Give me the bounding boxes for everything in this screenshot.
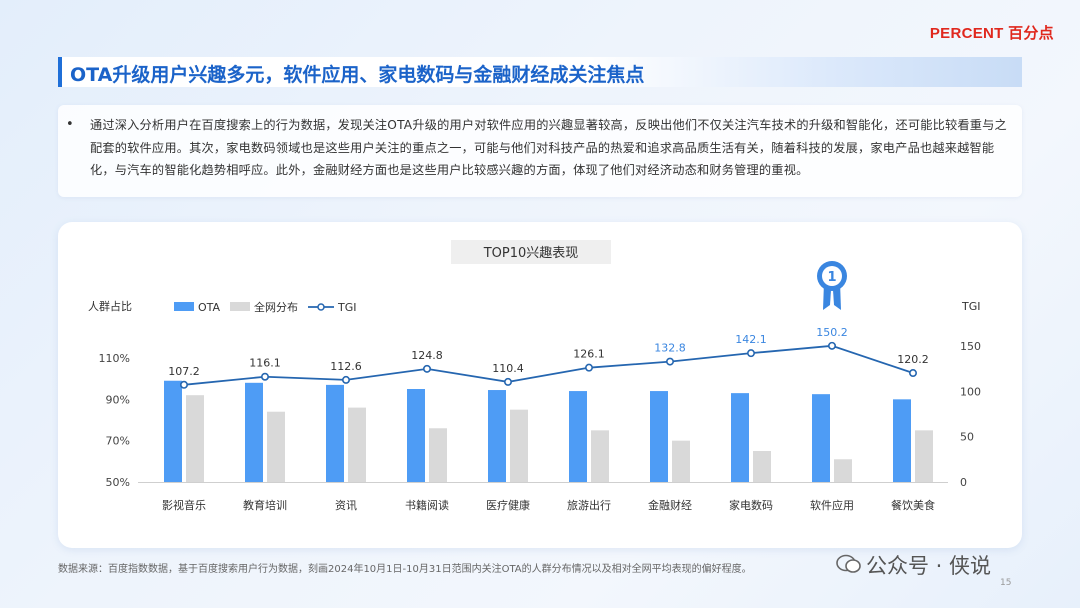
tgi-point — [422, 364, 431, 373]
watermark: 公众号 · 侠说 — [866, 554, 992, 578]
network-bar — [510, 409, 528, 482]
x-axis: 影视音乐 教育培训 资讯 书籍阅读 医疗健康 旅游出行 金融财经 家电数码 软件应用 餐饮美食 — [138, 482, 948, 512]
ota-bar — [731, 393, 749, 482]
tgi-value-label: 124.8 — [411, 349, 443, 362]
legend-tgi-marker — [317, 303, 325, 311]
tgi-value-label: 150.2 — [816, 326, 848, 339]
badge-medal-inner — [822, 266, 842, 286]
tgi-point — [827, 341, 836, 350]
network-bar — [672, 440, 690, 482]
network-bar — [753, 451, 771, 482]
ota-bar — [488, 390, 506, 482]
x-tick-label: 餐饮美食 — [891, 498, 935, 512]
y-left-tick-label: 50% — [106, 476, 130, 489]
network-bar — [591, 430, 609, 482]
x-tick-label: 软件应用 — [810, 498, 854, 512]
legend-ota-swatch — [174, 302, 194, 311]
y-left-tick-label: 110% — [99, 352, 130, 365]
ota-bar — [245, 382, 263, 482]
network-bar — [267, 411, 285, 482]
y-axis-left: 110% 90% 70% 50% — [99, 352, 130, 489]
tgi-line-path — [183, 344, 914, 386]
ota-bar — [893, 399, 911, 482]
x-tick-label: 影视音乐 — [162, 498, 206, 512]
tgi-point — [261, 372, 270, 381]
network-bar — [915, 430, 933, 482]
ota-bar — [407, 389, 425, 482]
x-tick-label: 家电数码 — [729, 498, 773, 512]
tgi-value-label: 112.6 — [330, 360, 362, 373]
y-right-tick-label: 150 — [960, 340, 981, 353]
tgi-point — [665, 357, 674, 366]
legend-tgi-label: TGI — [337, 301, 357, 314]
network-bar — [186, 395, 204, 482]
legend-ota-label: OTA — [198, 301, 221, 314]
ota-bar — [326, 384, 344, 482]
x-tick-label: 教育培训 — [243, 498, 287, 512]
bars — [164, 380, 933, 482]
x-tick-label: 旅游出行 — [567, 498, 611, 512]
bullet-marker: • — [66, 117, 74, 132]
x-tick-label: 书籍阅读 — [405, 498, 449, 512]
tgi-line: 107.2 116.1 112.6 124.8 110.4 126.1 132.8 142.1… — [168, 326, 929, 389]
y-axis-right: 150 100 50 0 — [960, 340, 981, 489]
page-title: OTA升级用户兴趣多元，软件应用、家电数码与金融财经成关注焦点 — [70, 64, 645, 86]
interest-chart: TOP10兴趣表现 人群占比 TGI OTA 全网分布 TGI 110% 90% 70%… — [88, 240, 981, 512]
ota-bar — [812, 394, 830, 482]
y-axis-right-label: TGI — [961, 300, 981, 313]
description-text: 通过深入分析用户在百度搜索上的行为数据，发现关注OTA升级的用户对软件应用的兴趣… — [90, 118, 1007, 177]
tgi-value-label: 142.1 — [735, 333, 767, 346]
tgi-value-label: 110.4 — [492, 362, 524, 375]
x-tick-label: 金融财经 — [648, 498, 692, 512]
y-right-tick-label: 0 — [960, 476, 967, 489]
tgi-value-label: 120.2 — [897, 353, 929, 366]
tgi-point — [180, 380, 189, 389]
tgi-point — [908, 369, 917, 378]
chart-title-bg — [451, 240, 611, 264]
ota-bar — [650, 391, 668, 482]
x-tick-label: 医疗健康 — [486, 498, 530, 512]
y-right-tick-label: 50 — [960, 431, 974, 444]
network-bar — [429, 428, 447, 482]
tgi-value-label: 116.1 — [249, 357, 281, 370]
network-bar — [348, 407, 366, 482]
tgi-point — [584, 363, 593, 372]
badge-rank-number: 1 — [827, 270, 836, 285]
title-bar: OTA升级用户兴趣多元，软件应用、家电数码与金融财经成关注焦点 — [58, 57, 1022, 87]
description-box: • 通过深入分析用户在百度搜索上的行为数据，发现关注OTA升级的用户对软件应用的… — [58, 105, 1022, 197]
y-axis-left-label: 人群占比 — [88, 299, 132, 313]
y-left-tick-label: 70% — [106, 435, 130, 448]
tgi-point — [341, 375, 350, 384]
rank-badge: 1 — [817, 261, 847, 310]
x-tick-label: 资讯 — [335, 499, 357, 512]
wechat-icon — [836, 554, 861, 573]
chart-title: TOP10兴趣表现 — [483, 246, 579, 261]
page-number: 15 — [1000, 578, 1012, 588]
y-left-tick-label: 90% — [106, 393, 130, 406]
y-right-tick-label: 100 — [960, 385, 981, 398]
chart-legend: OTA 全网分布 TGI — [174, 300, 357, 314]
legend-network-swatch — [230, 302, 250, 311]
brand-logo: PERCENT 百分点 — [929, 25, 1054, 42]
ota-bar — [569, 391, 587, 482]
tgi-value-label: 132.8 — [654, 342, 686, 355]
data-source-note: 数据来源：百度指数数据，基于百度搜索用户行为数据，刻画2024年10月1日-10… — [58, 564, 752, 575]
chart-card: TOP10兴趣表现 人群占比 TGI OTA 全网分布 TGI 110% 90% 70%… — [58, 222, 1022, 548]
tgi-value-label: 107.2 — [168, 365, 200, 378]
legend-network-label: 全网分布 — [254, 300, 298, 314]
tgi-point — [503, 377, 512, 386]
ota-bar — [164, 380, 182, 482]
tgi-point — [746, 349, 755, 358]
network-bar — [834, 459, 852, 482]
tgi-value-label: 126.1 — [573, 348, 605, 361]
